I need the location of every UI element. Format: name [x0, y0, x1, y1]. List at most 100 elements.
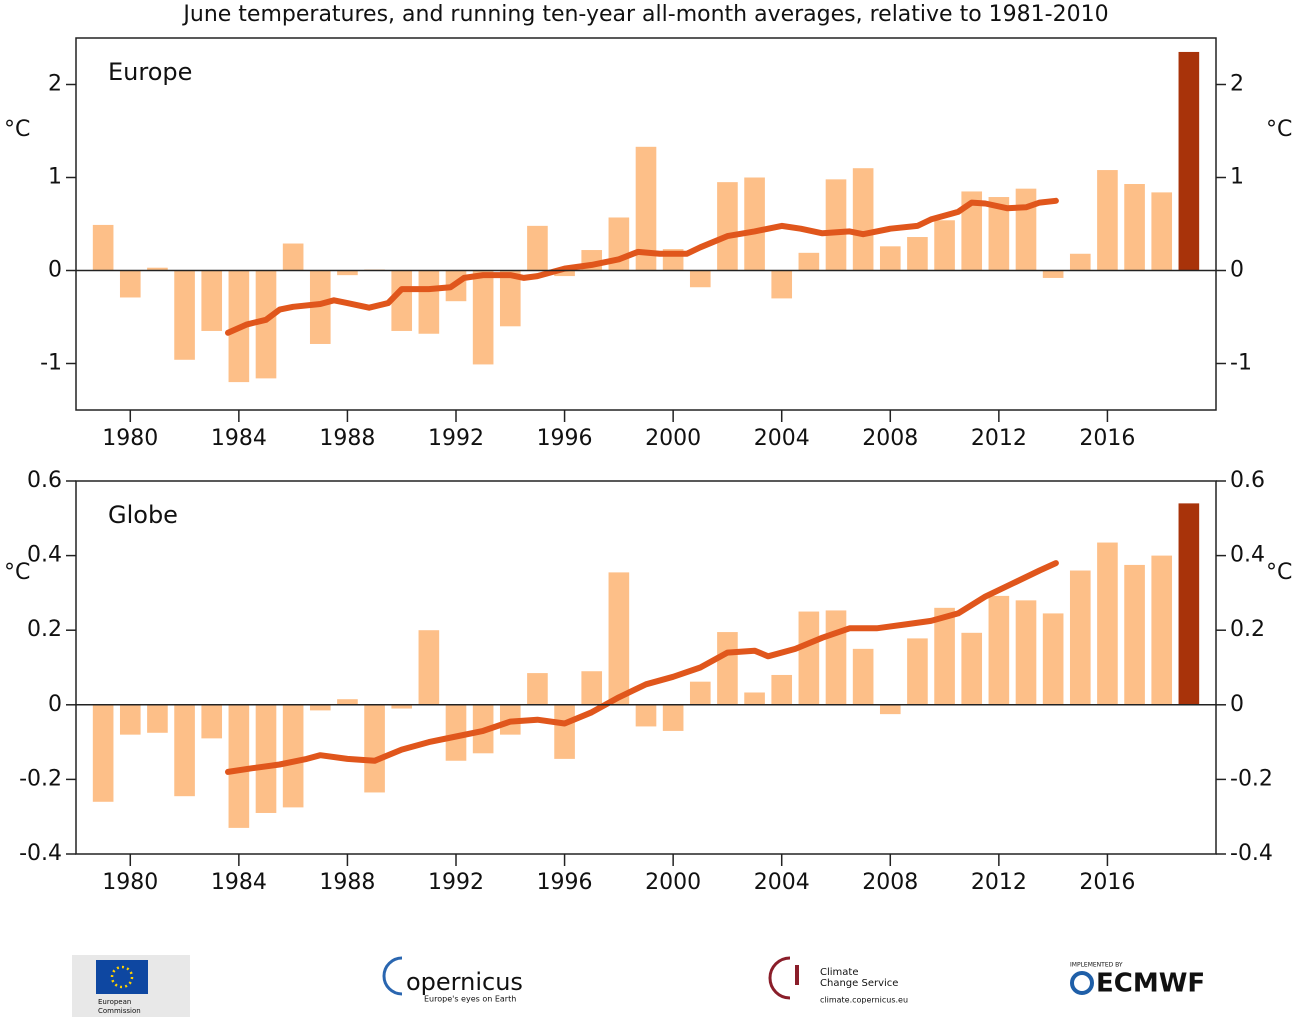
x-tick-label: 2000 — [645, 426, 701, 451]
bar — [391, 704, 413, 709]
y-tick-label: 0.6 — [27, 468, 62, 493]
y2-tick-label: 0.6 — [1230, 468, 1265, 493]
logo-text: Change Service — [820, 978, 898, 989]
bar — [147, 704, 168, 733]
panel-label: Europe — [108, 58, 192, 86]
bar — [1097, 542, 1118, 705]
x-tick-label: 1980 — [102, 870, 158, 895]
bar — [255, 270, 277, 379]
y2-tick-label: 2 — [1230, 72, 1244, 97]
bar — [201, 270, 223, 331]
bar — [527, 673, 548, 705]
logo-text: climate.copernicus.eu — [820, 996, 908, 1005]
bar — [879, 246, 901, 271]
y-tick-label: -0.4 — [19, 841, 62, 866]
bar — [309, 270, 331, 344]
x-tick-label: 2012 — [971, 870, 1027, 895]
bar — [1042, 613, 1064, 705]
bar — [228, 704, 250, 828]
bar — [717, 632, 738, 705]
x-tick-label: 1988 — [319, 870, 375, 895]
x-tick-label: 2000 — [645, 870, 701, 895]
bar — [499, 270, 521, 327]
logo-text: ECMWF — [1096, 969, 1205, 999]
bar — [364, 704, 385, 793]
x-tick-label: 1992 — [428, 426, 484, 451]
y2-tick-label: 1 — [1230, 165, 1244, 190]
bar — [744, 692, 765, 705]
logo-stars — [110, 965, 134, 989]
x-tick-label: 2008 — [862, 870, 918, 895]
running-average — [225, 560, 1059, 775]
x-tick-label: 2008 — [862, 426, 918, 451]
bar — [174, 270, 195, 360]
bar — [92, 704, 114, 802]
logo-text: Europe's eyes on Earth — [424, 995, 516, 1004]
bar — [635, 704, 657, 727]
y2-tick-label: -0.4 — [1230, 841, 1273, 866]
x-tick-label: 2012 — [971, 426, 1027, 451]
y-axis-label: °C — [4, 117, 30, 142]
bar — [1124, 564, 1145, 705]
bar — [961, 632, 983, 705]
bar — [1097, 170, 1118, 271]
logo-c — [382, 956, 403, 996]
bar — [825, 610, 847, 705]
bar — [852, 168, 874, 271]
y-axis-label: °C — [4, 560, 30, 585]
x-tick-label: 1984 — [211, 870, 267, 895]
y-tick-label: -0.2 — [19, 766, 62, 791]
chart-title: June temperatures, and running ten-year … — [181, 2, 1108, 27]
x-tick-label: 2016 — [1079, 426, 1135, 451]
bar — [418, 270, 440, 334]
bar — [662, 704, 684, 731]
bar — [934, 607, 955, 705]
y-tick-label: 1 — [48, 165, 62, 190]
y-tick-label: 0.4 — [27, 543, 62, 568]
bar — [418, 630, 440, 705]
y2-tick-label: -1 — [1230, 351, 1252, 376]
bar — [92, 224, 114, 271]
plot-frame — [75, 480, 1217, 855]
x-tick-label: 1980 — [102, 426, 158, 451]
bar — [771, 270, 793, 299]
bar — [337, 699, 358, 705]
bar — [825, 179, 847, 271]
bar — [282, 243, 304, 271]
bar — [907, 237, 928, 271]
bar — [554, 270, 575, 277]
y2-axis-label: °C — [1266, 560, 1292, 585]
bar — [119, 270, 141, 298]
bar — [581, 671, 603, 705]
x-tick-label: 1996 — [537, 870, 593, 895]
logo-text: European — [98, 998, 131, 1006]
x-tick-label: 1992 — [428, 870, 484, 895]
y-tick-label: 0 — [48, 692, 62, 717]
bar — [201, 704, 223, 739]
bar — [744, 177, 765, 271]
logo-ecmwf: IMPLEMENTED BY ECMWF — [1070, 962, 1205, 999]
bar — [147, 267, 168, 271]
bar — [988, 595, 1010, 705]
bar — [391, 270, 413, 331]
logo-mark — [1070, 971, 1094, 995]
y2-tick-label: 0.2 — [1230, 617, 1265, 642]
bar — [174, 704, 195, 797]
bar — [527, 225, 548, 271]
bar — [689, 681, 711, 705]
bar — [635, 146, 657, 271]
bar — [934, 220, 955, 271]
bar — [879, 704, 901, 715]
bar — [282, 704, 304, 808]
logo-thermo — [795, 965, 799, 985]
running-average — [225, 197, 1059, 336]
bar — [1042, 270, 1064, 278]
y2-axis-label: °C — [1266, 117, 1292, 142]
bar — [798, 252, 820, 271]
y-tick-label: 0 — [48, 258, 62, 283]
bar — [852, 648, 874, 705]
plot-frame — [75, 37, 1217, 411]
bar — [1015, 188, 1037, 271]
